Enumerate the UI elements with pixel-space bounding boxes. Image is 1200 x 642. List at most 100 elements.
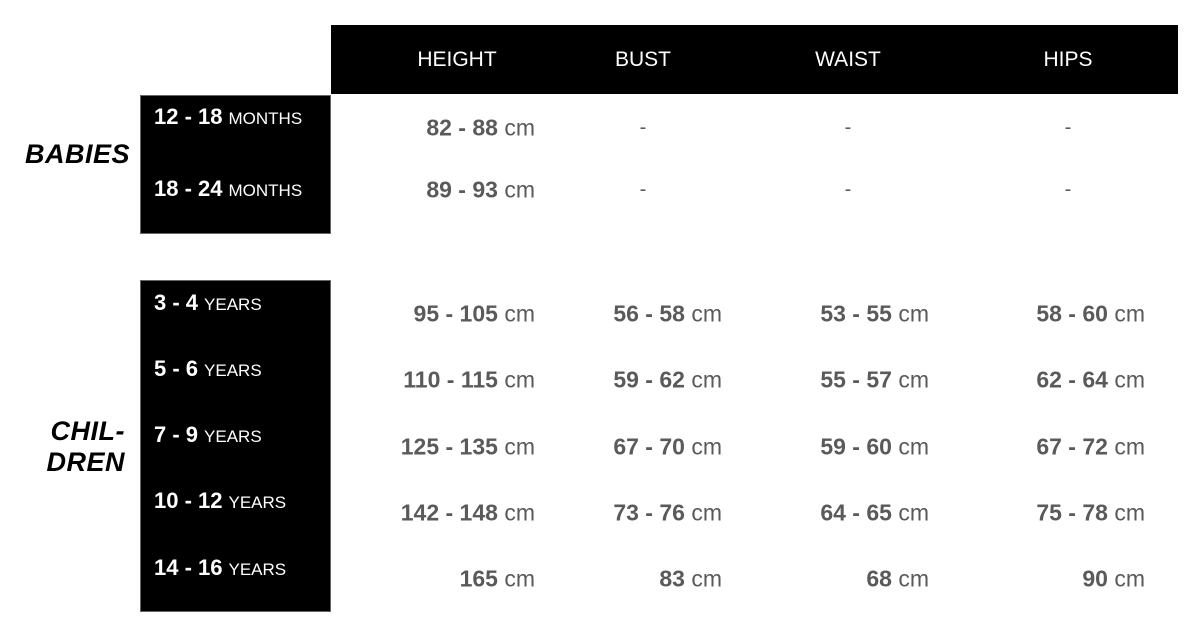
measurement-value: 95 - 105 cm <box>414 301 535 328</box>
age-range: 3 - 4 <box>154 290 199 315</box>
age-unit: MONTHS <box>228 181 303 200</box>
value-number: 82 - 88 <box>426 114 498 141</box>
empty-value: - <box>844 178 852 201</box>
value-unit: cm <box>504 176 535 203</box>
empty-value: - <box>844 116 852 139</box>
empty-value: - <box>639 116 647 139</box>
value-number: 83 <box>659 565 685 592</box>
value-number: 55 - 57 <box>820 366 892 393</box>
value-number: 67 - 72 <box>1036 433 1108 460</box>
value-number: 59 - 60 <box>820 433 892 460</box>
value-unit: cm <box>898 366 929 393</box>
value-unit: cm <box>1114 300 1145 327</box>
value-number: 68 <box>866 565 892 592</box>
value-number: 64 - 65 <box>820 499 892 526</box>
measurement-value: 68 cm <box>866 566 929 593</box>
value-number: 73 - 76 <box>613 499 685 526</box>
value-unit: cm <box>691 565 722 592</box>
children-label-box <box>140 280 331 612</box>
value-unit: cm <box>691 433 722 460</box>
measurement-value: 73 - 76 cm <box>613 500 722 527</box>
column-header-hips: HIPS <box>1043 48 1093 71</box>
babies-label-box <box>140 95 331 234</box>
measurement-value: 67 - 72 cm <box>1036 434 1145 461</box>
measurement-value: 125 - 135 cm <box>401 434 535 461</box>
measurement-value: 58 - 60 cm <box>1036 301 1145 328</box>
value-number: 89 - 93 <box>426 176 498 203</box>
age-range: 7 - 9 <box>154 422 199 447</box>
value-unit: cm <box>1114 499 1145 526</box>
value-unit: cm <box>504 366 535 393</box>
measurement-value: 55 - 57 cm <box>820 367 929 394</box>
value-unit: cm <box>898 565 929 592</box>
row-label: 7 - 9 YEARS <box>154 422 262 448</box>
measurement-value: 83 cm <box>659 566 722 593</box>
value-number: 125 - 135 <box>400 433 498 460</box>
column-header-waist: WAIST <box>815 48 881 71</box>
column-header-height: HEIGHT <box>417 48 497 71</box>
measurement-value: 82 - 88 cm <box>426 115 535 142</box>
value-number: 75 - 78 <box>1036 499 1108 526</box>
value-unit: cm <box>898 433 929 460</box>
value-unit: cm <box>1114 565 1145 592</box>
age-unit: YEARS <box>204 427 262 446</box>
value-number: 110 - 115 <box>403 366 498 393</box>
row-label: 12 - 18 MONTHS <box>154 104 302 130</box>
age-range: 5 - 6 <box>154 356 199 381</box>
value-unit: cm <box>504 565 535 592</box>
value-unit: cm <box>1114 433 1145 460</box>
value-unit: cm <box>504 114 535 141</box>
group-label-line: CHIL- <box>50 416 125 446</box>
column-header-bar <box>331 25 1178 94</box>
value-number: 142 - 148 <box>400 499 498 526</box>
measurement-value: 75 - 78 cm <box>1036 500 1145 527</box>
age-range: 14 - 16 <box>154 555 223 580</box>
value-unit: cm <box>898 300 929 327</box>
measurement-value: 59 - 62 cm <box>613 367 722 394</box>
measurement-value: 90 cm <box>1082 566 1145 593</box>
value-unit: cm <box>504 300 535 327</box>
value-unit: cm <box>691 300 722 327</box>
measurement-value: 62 - 64 cm <box>1036 367 1145 394</box>
row-label: 5 - 6 YEARS <box>154 356 262 382</box>
empty-value: - <box>1064 116 1072 139</box>
value-number: 67 - 70 <box>613 433 685 460</box>
row-label: 10 - 12 YEARS <box>154 488 286 514</box>
group-label-line: DREN <box>46 447 125 477</box>
age-unit: YEARS <box>228 493 287 512</box>
value-number: 58 - 60 <box>1036 300 1108 327</box>
value-unit: cm <box>1114 366 1145 393</box>
empty-value: - <box>1064 178 1072 201</box>
age-range: 10 - 12 <box>154 488 223 513</box>
value-number: 53 - 55 <box>820 300 892 327</box>
empty-value: - <box>639 178 647 201</box>
age-unit: YEARS <box>204 295 262 314</box>
measurement-value: 56 - 58 cm <box>613 301 722 328</box>
age-unit: YEARS <box>204 361 262 380</box>
age-unit: YEARS <box>228 560 287 579</box>
measurement-value: 67 - 70 cm <box>613 434 722 461</box>
value-number: 62 - 64 <box>1036 366 1108 393</box>
measurement-value: 53 - 55 cm <box>820 301 929 328</box>
value-number: 56 - 58 <box>613 300 685 327</box>
measurement-value: 110 - 115 cm <box>403 367 535 394</box>
row-label: 14 - 16 YEARS <box>154 555 286 581</box>
measurement-value: 142 - 148 cm <box>401 500 535 527</box>
value-unit: cm <box>898 499 929 526</box>
row-label: 18 - 24 MONTHS <box>154 176 302 202</box>
column-header-bust: BUST <box>614 48 672 71</box>
measurement-value: 165 cm <box>460 566 535 593</box>
value-unit: cm <box>504 433 535 460</box>
value-number: 95 - 105 <box>413 300 498 327</box>
value-unit: cm <box>504 499 535 526</box>
measurement-value: 64 - 65 cm <box>820 500 929 527</box>
measurement-value: 59 - 60 cm <box>820 434 929 461</box>
group-label-children: CHIL- DREN <box>10 416 125 478</box>
value-number: 90 <box>1082 565 1108 592</box>
value-number: 165 <box>459 565 498 592</box>
row-label: 3 - 4 YEARS <box>154 290 262 316</box>
group-label-babies: BABIES <box>24 139 130 169</box>
age-range: 12 - 18 <box>154 104 223 129</box>
value-unit: cm <box>691 499 722 526</box>
